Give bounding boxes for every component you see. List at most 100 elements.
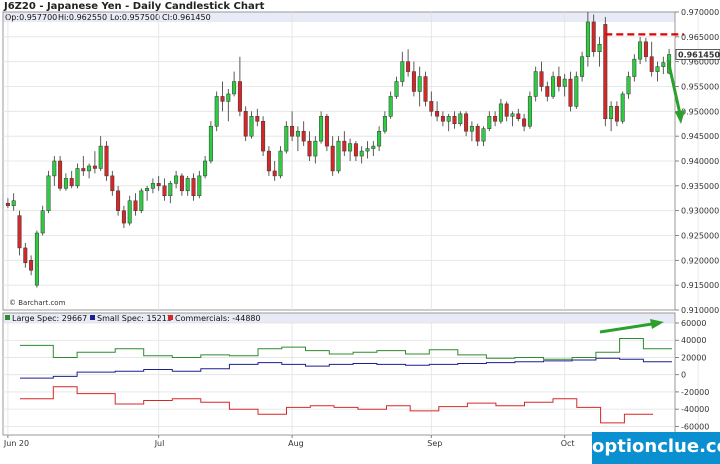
- candle-body: [301, 130, 306, 142]
- candle-body: [400, 61, 405, 82]
- cot-tick-label: 20000: [681, 353, 706, 362]
- candle-body: [307, 140, 312, 157]
- price-tick-label: 0.910000: [681, 306, 719, 315]
- candle: [597, 36, 602, 67]
- candle: [162, 178, 167, 201]
- down-arrow-head: [675, 110, 685, 124]
- candle: [614, 101, 619, 127]
- candle: [417, 66, 422, 107]
- x-tick-label: Aug: [288, 439, 304, 448]
- candle: [533, 66, 538, 102]
- candle: [423, 71, 428, 107]
- ohlc-high: Hi:0.962550: [58, 13, 107, 22]
- candle-body: [179, 175, 184, 192]
- candle: [365, 141, 370, 159]
- candle-body: [127, 200, 132, 224]
- candle: [69, 170, 74, 189]
- candle-body: [475, 125, 480, 142]
- legend-swatch-small-spec: [90, 315, 95, 320]
- credit-text: © Barchart.com: [9, 299, 66, 307]
- candle: [87, 163, 92, 179]
- candle-body: [580, 56, 585, 77]
- candle: [220, 81, 225, 112]
- candle-body: [655, 66, 660, 72]
- cot-plot-frame: [2, 312, 676, 436]
- candle: [377, 126, 382, 152]
- candle: [609, 101, 614, 132]
- price-tick-label: 0.915000: [681, 281, 719, 290]
- candle: [638, 36, 643, 65]
- candle-body: [452, 116, 457, 125]
- candle: [23, 242, 28, 268]
- candle-body: [249, 116, 254, 137]
- candle: [255, 108, 260, 127]
- candle-body: [313, 140, 318, 157]
- candle-body: [185, 178, 190, 192]
- candle-body: [498, 103, 503, 122]
- candle-body: [87, 165, 92, 172]
- candle: [545, 81, 550, 102]
- candle-body: [226, 93, 231, 102]
- candle: [11, 193, 16, 211]
- candle-body: [34, 232, 39, 286]
- candle: [353, 141, 358, 161]
- candle: [214, 91, 219, 132]
- candle-body: [458, 113, 463, 124]
- ohlc-open: Op:0.957700: [5, 13, 57, 22]
- candle: [336, 136, 341, 174]
- candle-body: [324, 116, 329, 147]
- candle-body: [191, 178, 196, 197]
- candle-body: [121, 210, 126, 224]
- candle: [266, 146, 271, 176]
- price-grid: [3, 12, 699, 310]
- candle-body: [284, 125, 289, 152]
- candle-body: [353, 143, 358, 157]
- price-tick-label: 0.940000: [681, 157, 719, 166]
- candle-body: [266, 150, 271, 172]
- candle: [92, 151, 97, 174]
- candle-body: [574, 76, 579, 107]
- candle-body: [568, 78, 573, 107]
- candle-body: [446, 116, 451, 122]
- candle: [580, 51, 585, 82]
- candle: [440, 111, 445, 127]
- candle-body: [278, 150, 283, 177]
- candle: [307, 131, 312, 161]
- candle-body: [220, 96, 225, 102]
- candle-body: [562, 78, 567, 87]
- candle: [464, 111, 469, 137]
- candle-body: [440, 116, 445, 122]
- candle: [98, 136, 103, 171]
- candle: [504, 101, 509, 122]
- candle-body: [232, 81, 237, 95]
- candle: [139, 188, 144, 214]
- brand-text: optionclue.com: [592, 436, 720, 457]
- candle-body: [556, 76, 561, 87]
- candle-body: [597, 44, 602, 52]
- ohlc-low: Lo:0.957500: [110, 13, 160, 22]
- candle-body: [272, 170, 277, 177]
- candle-body: [168, 183, 173, 197]
- candle: [168, 180, 173, 204]
- candle: [179, 173, 184, 196]
- price-tick-label: 0.955000: [681, 83, 719, 92]
- candle: [591, 14, 596, 57]
- candle-body: [29, 260, 34, 271]
- cot-tick-label: 40000: [681, 336, 706, 345]
- candle: [661, 56, 666, 75]
- candle-body: [145, 188, 150, 192]
- candle-body: [330, 145, 335, 172]
- legend-swatch-large-spec: [5, 315, 10, 320]
- candle: [481, 126, 486, 147]
- legend-large-spec: Large Spec: 29667: [12, 314, 87, 323]
- candle-body: [539, 71, 544, 87]
- candle-body: [510, 113, 515, 117]
- candle-body: [133, 200, 138, 211]
- candle-body: [493, 116, 498, 122]
- candle: [133, 193, 138, 216]
- candle: [522, 113, 527, 132]
- candle: [435, 101, 440, 122]
- candle: [272, 161, 277, 181]
- candle: [469, 121, 474, 142]
